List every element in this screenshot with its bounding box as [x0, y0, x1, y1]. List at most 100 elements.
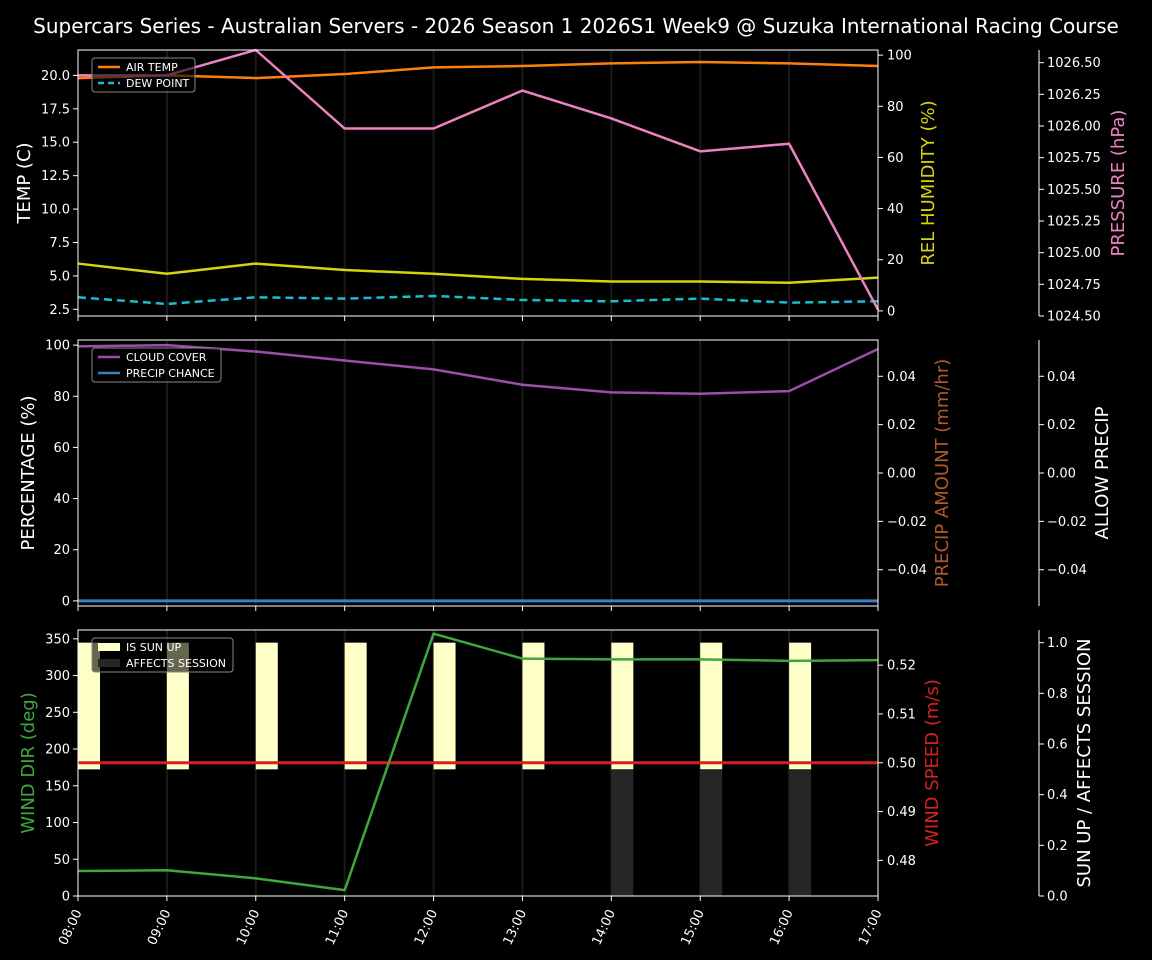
y-tick-label: 0.50: [887, 756, 916, 771]
y-tick-label: 0.02: [1047, 418, 1076, 433]
y-tick-label: 0.8: [1047, 687, 1068, 702]
y-tick-label: −0.02: [887, 515, 927, 530]
legend-box: [91, 637, 234, 673]
sun-up-bar: [700, 642, 723, 770]
y-tick-label: 40: [887, 202, 904, 217]
y-tick-label: 80: [53, 390, 70, 405]
pressure-line: [78, 48, 880, 311]
y-tick-label: 1.0: [1047, 636, 1068, 651]
panel-2: 0 20 40 60 80 100 −0.04 −0.02 0.00 0.02 0.04 −0.04 −…: [18, 339, 1113, 611]
y-tick-label: 200: [45, 743, 70, 758]
y-axis-label-right: REL HUMIDITY (%): [918, 100, 939, 265]
dew-point-line: [77, 294, 879, 306]
legend-label: CLOUD COVER: [126, 351, 207, 364]
y-axis-label: WIND DIR (deg): [18, 692, 39, 834]
wind-dir-line: [77, 632, 879, 892]
y-axis-label: PERCENTAGE (%): [18, 395, 39, 550]
air-temp-line: [77, 60, 879, 80]
y-tick-label: 1025.25: [1047, 215, 1101, 230]
sun-up-bar: [344, 642, 367, 770]
y-tick-label: 0.00: [887, 467, 916, 482]
y-tick-label: 1025.75: [1047, 151, 1101, 166]
x-tick-label: 15:00: [678, 907, 707, 947]
humidity-line: [77, 262, 879, 284]
y-tick-label: 0: [62, 594, 70, 609]
y-tick-label: 0.02: [887, 418, 916, 433]
x-tick-label: 13:00: [501, 907, 530, 947]
y-tick-label: 20.0: [41, 69, 70, 84]
y-tick-label: 0.04: [1047, 370, 1076, 385]
y-tick-label: 40: [53, 492, 70, 507]
y-tick-label: 1026.25: [1047, 88, 1101, 103]
x-tick-label: 11:00: [323, 907, 352, 947]
legend-swatch: [98, 659, 120, 667]
y-tick-label: −0.04: [1047, 563, 1087, 578]
y-tick-label: 1025.00: [1047, 246, 1101, 261]
x-tick-label: 17:00: [856, 907, 885, 947]
legend-label: DEW POINT: [126, 77, 190, 90]
legend-swatch: [98, 643, 120, 651]
y-tick-label: 12.5: [41, 169, 70, 184]
y-tick-label: 5.0: [49, 269, 70, 284]
y-tick-label: 20: [887, 253, 904, 268]
sun-up-bar: [611, 642, 634, 770]
x-tick-label: 16:00: [767, 907, 796, 947]
y-tick-label: 1026.00: [1047, 120, 1101, 135]
y-axis-label-right2: ALLOW PRECIP: [1092, 406, 1113, 539]
y-tick-label: 1024.75: [1047, 278, 1101, 293]
affects-session-bar: [789, 769, 812, 896]
y-axis-label: TEMP (C): [14, 142, 35, 224]
x-tick-label: 12:00: [412, 907, 441, 947]
y-tick-label: 0.48: [887, 854, 916, 869]
affects-session-bar: [700, 769, 723, 896]
y-tick-label: 0: [887, 304, 895, 319]
y-tick-label: −0.04: [887, 563, 927, 578]
sun-up-bar: [166, 642, 189, 770]
y-axis-label-right2: PRESSURE (hPa): [1108, 110, 1129, 257]
x-tick-label: 14:00: [590, 907, 619, 947]
y-tick-label: 0.0: [1047, 890, 1068, 905]
y-tick-label: 100: [45, 339, 70, 354]
x-tick-label: 10:00: [234, 907, 263, 947]
legend-box: [91, 347, 222, 383]
sun-up-bar: [522, 642, 545, 770]
legend-label: AFFECTS SESSION: [126, 657, 226, 670]
panel-1: 2.5 5.0 7.5 10.0 12.5 15.0 17.5 20.0 0 20 40 60 80 10…: [14, 49, 1129, 325]
y-tick-label: 0.04: [887, 370, 916, 385]
y-axis-label-right: PRECIP AMOUNT (mm/hr): [932, 359, 953, 588]
sun-up-bar: [433, 642, 456, 770]
sun-up-bar: [78, 642, 100, 770]
y-tick-label: 1026.50: [1047, 56, 1101, 71]
y-tick-label: 7.5: [49, 236, 70, 251]
y-tick-label: 250: [45, 706, 70, 721]
y-tick-label: 17.5: [41, 102, 70, 117]
y-tick-label: 80: [887, 100, 904, 115]
x-tick-label: 09:00: [145, 907, 174, 947]
y-tick-label: 0.00: [1047, 467, 1076, 482]
y-tick-label: 100: [45, 816, 70, 831]
y-tick-label: 0: [62, 890, 70, 905]
y-tick-label: 0.51: [887, 707, 916, 722]
y-tick-label: −0.02: [1047, 515, 1087, 530]
y-tick-label: 60: [53, 441, 70, 456]
sun-up-bar: [789, 642, 812, 770]
y-tick-label: 0.6: [1047, 738, 1068, 753]
y-tick-label: 0.49: [887, 805, 916, 820]
y-tick-label: 10.0: [41, 203, 70, 218]
sun-up-bar: [255, 642, 278, 770]
y-tick-label: 20: [53, 543, 70, 558]
y-tick-label: 0.2: [1047, 839, 1068, 854]
y-tick-label: 350: [45, 632, 70, 647]
y-tick-label: 150: [45, 779, 70, 794]
y-tick-label: 1024.50: [1047, 310, 1101, 325]
affects-session-bar: [611, 769, 634, 896]
x-tick-label: 08:00: [56, 907, 85, 947]
y-tick-label: 60: [887, 151, 904, 166]
plot-frame: [77, 49, 879, 317]
y-tick-label: 0.4: [1047, 788, 1068, 803]
y-axis-label-right2: SUN UP / AFFECTS SESSION: [1074, 638, 1095, 887]
panel-3: 0 50 100 150 200 250 300 350 0.48 0.49 0.50 0.51 0.5…: [18, 629, 1095, 948]
y-tick-label: 100: [887, 49, 912, 64]
y-axis-label-right: WIND SPEED (m/s): [922, 679, 943, 847]
